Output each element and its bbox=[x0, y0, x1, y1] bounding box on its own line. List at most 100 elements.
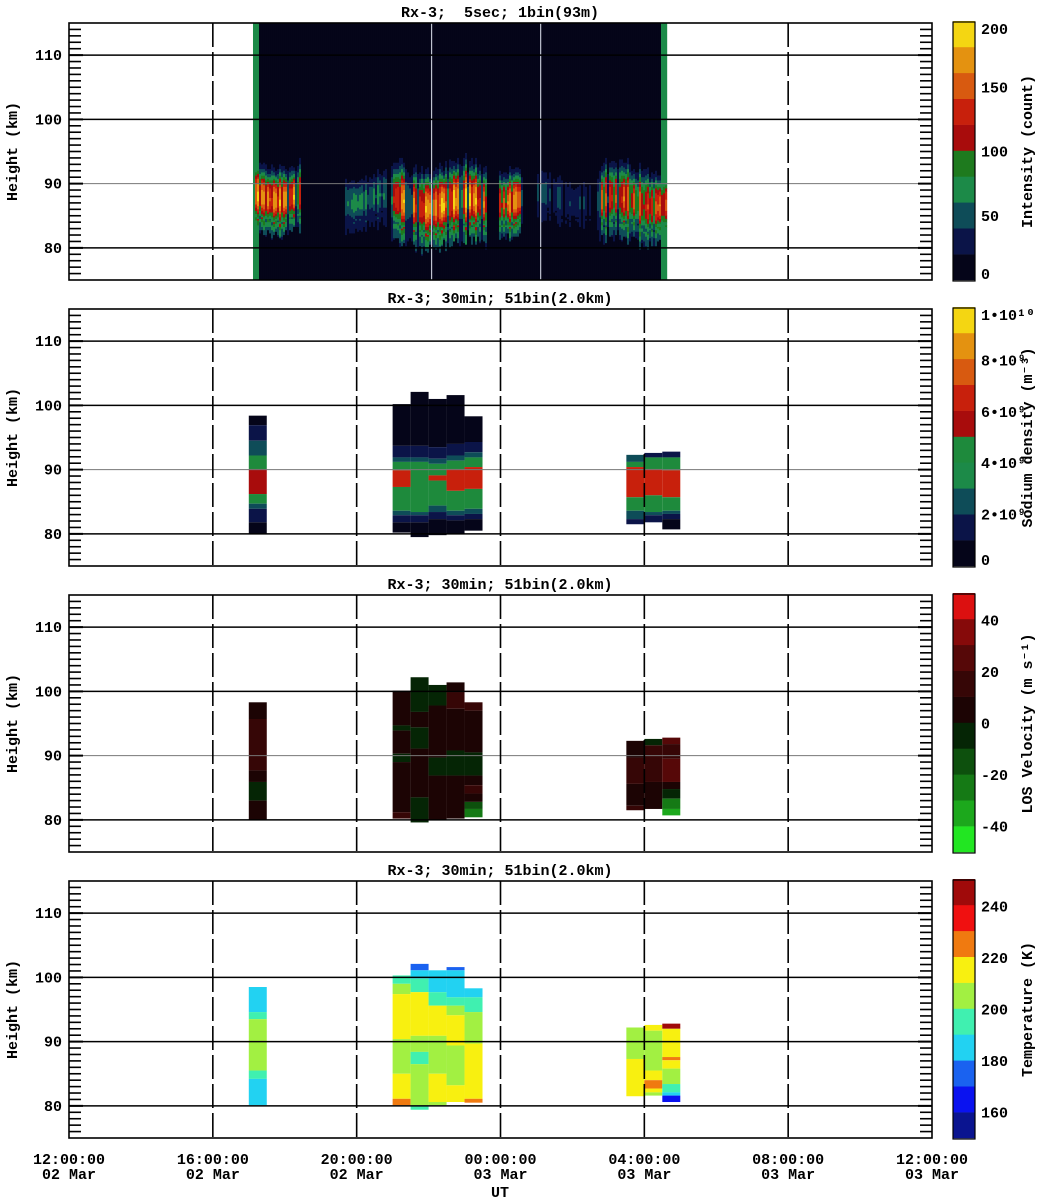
intensity-cell bbox=[446, 215, 450, 225]
intensity-cell bbox=[348, 23, 352, 183]
intensity-cell bbox=[650, 186, 654, 191]
data-cell bbox=[626, 454, 645, 462]
intensity-cell bbox=[472, 193, 476, 207]
intensity-cell bbox=[394, 223, 398, 229]
intensity-cell bbox=[292, 204, 296, 209]
intensity-cell bbox=[476, 217, 480, 221]
intensity-cell bbox=[444, 251, 448, 281]
intensity-cell bbox=[296, 222, 300, 228]
intensity-cell bbox=[306, 23, 310, 281]
intensity-cell bbox=[520, 23, 524, 178]
intensity-cell bbox=[280, 177, 284, 183]
data-cell bbox=[662, 744, 681, 759]
intensity-cell bbox=[272, 212, 276, 217]
intensity-cell bbox=[274, 207, 278, 212]
colorbar-level bbox=[953, 488, 975, 515]
intensity-cell bbox=[646, 226, 650, 233]
intensity-cell bbox=[650, 236, 654, 247]
data-cell bbox=[248, 1012, 267, 1020]
intensity-cell bbox=[282, 214, 286, 218]
intensity-cell bbox=[480, 218, 484, 241]
colorbar-tick-label: 40 bbox=[981, 614, 999, 631]
intensity-cell bbox=[634, 178, 638, 184]
intensity-cell bbox=[314, 23, 318, 281]
intensity-cell bbox=[402, 175, 406, 180]
intensity-cell bbox=[454, 178, 458, 183]
colorbar-level bbox=[953, 956, 975, 983]
colorbar-label: Intensity (count) bbox=[1020, 75, 1037, 228]
intensity-cell bbox=[396, 218, 400, 223]
intensity-cell bbox=[294, 170, 298, 184]
intensity-cell bbox=[368, 226, 372, 281]
intensity-cell bbox=[274, 23, 278, 172]
intensity-cell bbox=[390, 204, 394, 218]
intensity-cell bbox=[348, 215, 352, 234]
intensity-cell bbox=[584, 218, 588, 221]
intensity-cell bbox=[274, 228, 278, 233]
intensity-cell bbox=[652, 188, 656, 199]
intensity-cell bbox=[436, 188, 440, 196]
intensity-cell bbox=[648, 238, 652, 242]
profile-column bbox=[644, 738, 663, 809]
intensity-cell bbox=[498, 220, 502, 226]
intensity-cell bbox=[510, 185, 514, 192]
intensity-cell bbox=[258, 233, 262, 281]
intensity-cell bbox=[626, 164, 630, 170]
intensity-cell bbox=[518, 177, 522, 181]
intensity-cell bbox=[266, 23, 270, 170]
intensity-cell bbox=[272, 222, 276, 225]
intensity-cell bbox=[280, 228, 284, 237]
intensity-cell bbox=[626, 215, 630, 220]
intensity-cell bbox=[648, 214, 652, 221]
intensity-cell bbox=[390, 165, 394, 178]
intensity-cell bbox=[610, 167, 614, 173]
profile-column bbox=[446, 967, 465, 1103]
intensity-cell bbox=[448, 159, 452, 168]
intensity-cell bbox=[574, 220, 578, 281]
intensity-cell bbox=[604, 157, 608, 165]
intensity-cell bbox=[272, 235, 276, 281]
intensity-cell bbox=[626, 231, 630, 239]
data-cell bbox=[410, 677, 429, 712]
intensity-cell bbox=[458, 23, 462, 165]
intensity-cell bbox=[282, 23, 286, 167]
intensity-cell bbox=[420, 183, 424, 191]
intensity-cell bbox=[656, 210, 660, 218]
intensity-cell bbox=[358, 186, 362, 196]
intensity-cell bbox=[468, 220, 472, 223]
intensity-cell bbox=[474, 212, 478, 217]
data-cell bbox=[410, 963, 429, 971]
intensity-cell bbox=[624, 178, 628, 186]
profile-column bbox=[626, 454, 645, 525]
intensity-cell bbox=[474, 178, 478, 183]
intensity-cell bbox=[460, 207, 464, 220]
intensity-cell bbox=[444, 188, 448, 202]
intensity-cell bbox=[504, 220, 508, 226]
intensity-cell bbox=[604, 222, 608, 226]
intensity-cell bbox=[474, 241, 478, 245]
intensity-cell bbox=[644, 169, 648, 176]
intensity-cell bbox=[270, 230, 274, 239]
intensity-cell bbox=[446, 226, 450, 231]
intensity-cell bbox=[276, 173, 280, 180]
intensity-cell bbox=[502, 172, 506, 178]
intensity-cell bbox=[424, 191, 428, 197]
intensity-cell bbox=[500, 190, 504, 204]
intensity-cell bbox=[636, 186, 640, 197]
colorbar-level bbox=[953, 540, 975, 567]
intensity-cell bbox=[644, 210, 648, 220]
data-cell bbox=[428, 705, 447, 758]
intensity-cell bbox=[472, 217, 476, 221]
intensity-cell bbox=[648, 186, 652, 192]
intensity-cell bbox=[600, 175, 604, 180]
intensity-cell bbox=[258, 169, 262, 175]
intensity-cell bbox=[640, 170, 644, 178]
intensity-cell bbox=[420, 190, 424, 202]
intensity-cell bbox=[382, 225, 386, 281]
intensity-cell bbox=[286, 180, 290, 215]
intensity-cell bbox=[426, 241, 430, 249]
colorbar-level bbox=[953, 904, 975, 932]
intensity-cell bbox=[514, 191, 518, 210]
intensity-cell bbox=[396, 186, 400, 212]
profile-column bbox=[428, 684, 447, 820]
